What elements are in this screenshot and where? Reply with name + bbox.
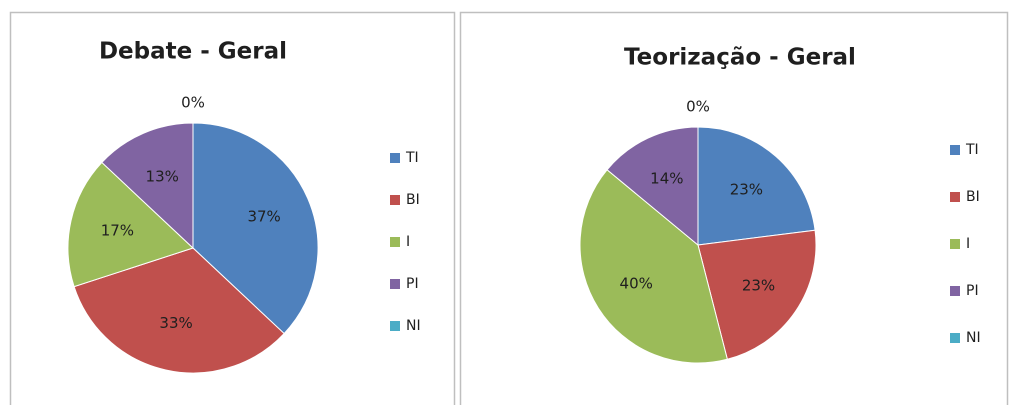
legend-label: NI [966, 330, 981, 346]
data-label: 0% [686, 98, 710, 116]
panel-border [459, 11, 1009, 405]
legend-swatch [390, 153, 400, 163]
legend-label: I [406, 234, 410, 250]
legend-label: PI [406, 276, 419, 292]
data-label: 17% [101, 222, 134, 240]
data-label: 23% [742, 277, 775, 295]
legend-label: NI [406, 318, 421, 334]
pie-slice [192, 122, 319, 335]
legend-label: PI [966, 283, 979, 299]
legend-swatch [950, 333, 960, 343]
legend-label: BI [966, 189, 980, 205]
panel-border [9, 11, 456, 405]
chart-title: Teorização - Geral [624, 45, 856, 71]
legend-swatch [390, 321, 400, 331]
legend-swatch [390, 279, 400, 289]
legend-swatch [950, 239, 960, 249]
data-label: 23% [730, 181, 763, 199]
pie-slice [73, 247, 285, 374]
legend-swatch [390, 195, 400, 205]
pie-slice [697, 126, 816, 246]
pie-slice [101, 122, 194, 250]
legend-swatch [390, 237, 400, 247]
data-label: 14% [650, 169, 683, 187]
legend-label: TI [965, 142, 979, 158]
data-label: 13% [146, 167, 179, 185]
legend-swatch [950, 145, 960, 155]
legend-swatch [950, 192, 960, 202]
legend-label: I [966, 236, 970, 252]
data-label: 33% [159, 314, 192, 332]
data-label: 0% [181, 94, 205, 112]
pie-slice [579, 169, 728, 364]
data-label: 40% [620, 275, 653, 293]
legend-label: TI [405, 150, 419, 166]
chart-title: Debate - Geral [99, 39, 287, 65]
data-label: 37% [247, 208, 280, 226]
pie-slice [697, 229, 817, 360]
pie-slice [67, 161, 194, 288]
pie-slice [606, 126, 699, 247]
legend-label: BI [406, 192, 420, 208]
legend-swatch [950, 286, 960, 296]
